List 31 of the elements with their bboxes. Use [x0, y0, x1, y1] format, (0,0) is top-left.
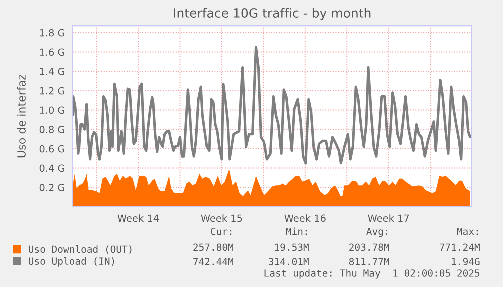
x-tick-label: Week 14: [118, 214, 160, 222]
line-series: [72, 46, 472, 165]
y-tick-label: 1.0 G: [40, 106, 64, 114]
text: Avg:: [366, 228, 388, 238]
x-tick-label: Week 16: [284, 214, 326, 222]
text: 19.53M: [275, 244, 309, 252]
x-tick-label: Week 17: [368, 214, 410, 222]
text: 771.24M: [440, 244, 480, 251]
text: 203.78M: [350, 244, 390, 252]
text: 742.44M: [194, 258, 234, 266]
y-tick-label: 1.8 G: [40, 29, 64, 37]
y-tick-label: 1.2 G: [40, 87, 64, 95]
chart-title: Interface 10G traffic - by month: [174, 8, 371, 20]
text: 257.80M: [194, 244, 234, 252]
text: Min:: [286, 228, 308, 236]
y-tick-label: 0.6 G: [40, 145, 64, 153]
text: 1.94G: [452, 258, 480, 266]
text: Max:: [457, 228, 478, 236]
legend-label: Uso Upload (IN): [29, 257, 114, 267]
y-tick-label: 0.8 G: [40, 126, 64, 134]
y-tick-label: 1.4 G: [40, 68, 64, 76]
text: 314.01M: [269, 258, 309, 266]
text: Last update: Thu May 1 02:00:05 2025: [264, 269, 480, 279]
x-tick-label: Week 15: [201, 214, 242, 222]
y-tick-label: 0.4 G: [40, 164, 64, 172]
y-tick-label: 1.6 G: [40, 48, 64, 56]
y-axis-title: Uso de interfaz: [17, 74, 26, 158]
text: Cur:: [211, 228, 232, 236]
legend-label: Uso Download (OUT): [29, 246, 132, 254]
text: 811.77M: [349, 258, 390, 266]
y-tick-label: 0.2 G: [40, 184, 64, 192]
